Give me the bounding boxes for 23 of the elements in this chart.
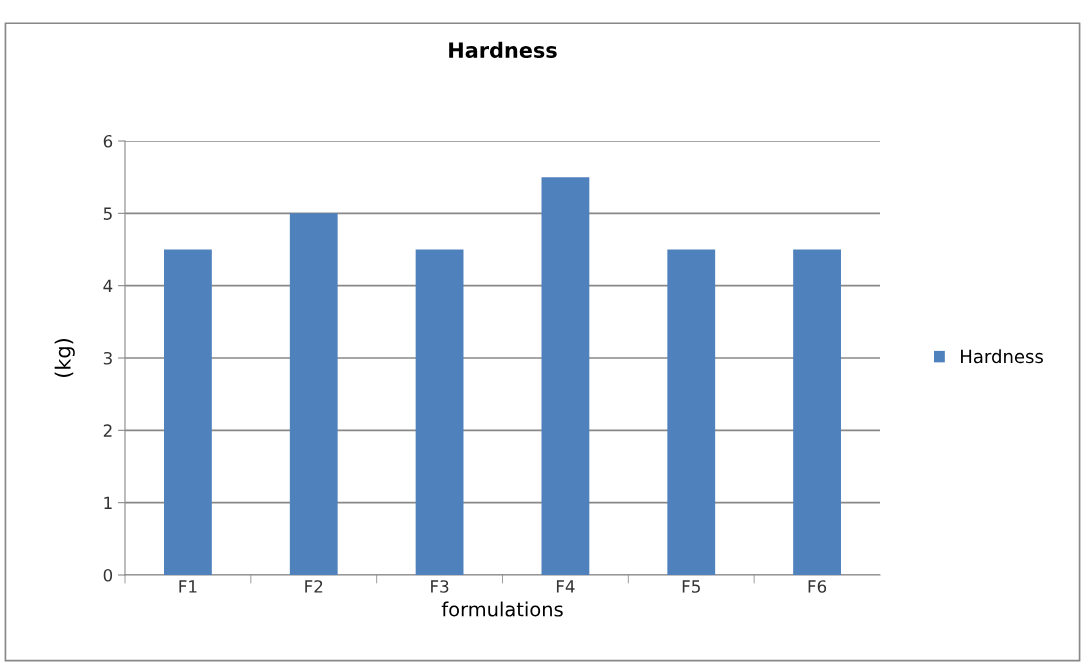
legend-label: Hardness: [961, 349, 1043, 364]
y-tick-label: 2: [103, 424, 112, 437]
y-tick-label: 3: [103, 351, 112, 365]
y-tick-label: 5: [103, 207, 112, 220]
bar: [667, 249, 716, 575]
x-tick-label: F2: [305, 580, 323, 593]
x-tick-label: F5: [682, 580, 700, 593]
bar: [164, 249, 212, 575]
y-tick-label: 4: [103, 279, 113, 292]
y-tick-label: 6: [103, 134, 113, 148]
x-axis-title: formulations: [441, 601, 563, 617]
y-tick-label: 1: [104, 496, 112, 509]
y-axis-title: (kg): [54, 339, 75, 377]
bar: [541, 177, 590, 575]
chart-title: Hardness: [449, 41, 557, 58]
bar: [793, 249, 841, 575]
bar: [289, 213, 338, 575]
x-tick-label: F1: [179, 580, 197, 593]
y-tick-label: 0: [103, 568, 113, 582]
x-tick-label: F6: [808, 580, 827, 593]
x-tick-label: F3: [431, 580, 449, 593]
bar: [415, 249, 464, 575]
x-tick-label: F4: [556, 580, 575, 593]
